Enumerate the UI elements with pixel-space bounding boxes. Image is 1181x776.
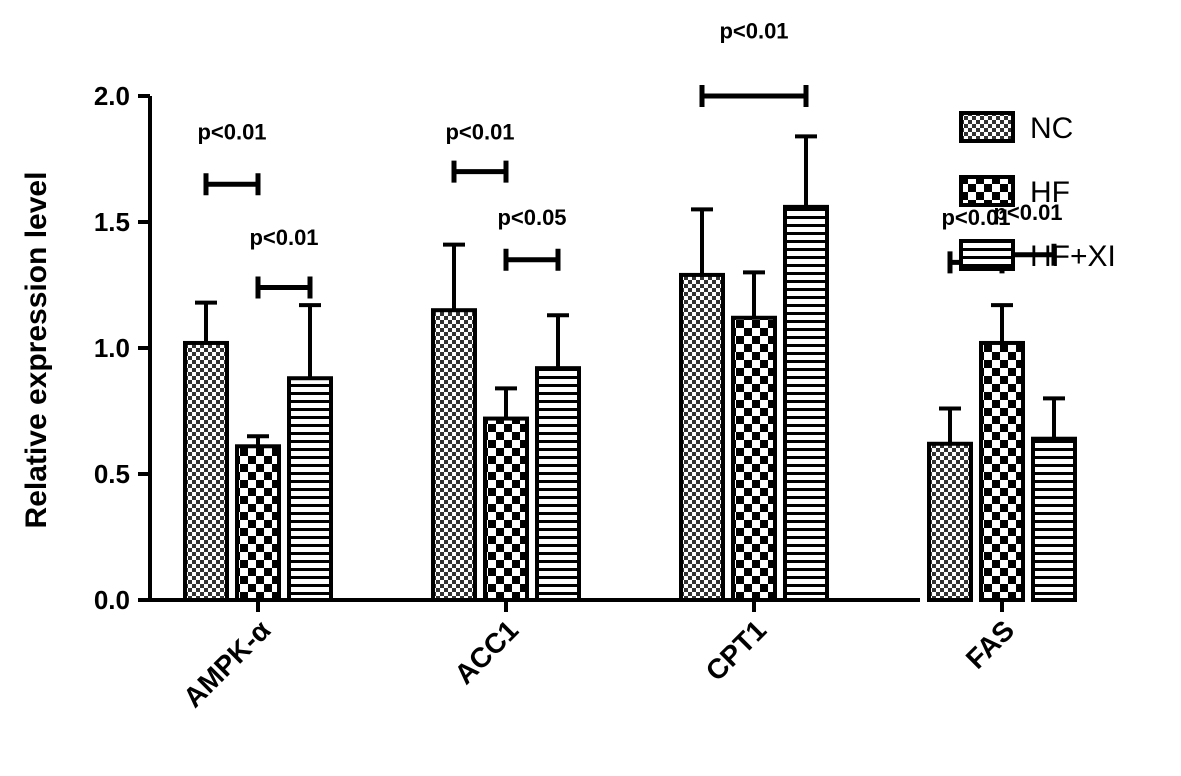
y-axis-ticks: 0.0 0.5 1.0 1.5 2.0 [94, 81, 150, 615]
significance-bracket [699, 85, 809, 107]
error-bar [247, 434, 269, 447]
y-tick-label: 0.0 [94, 585, 130, 615]
y-tick-label: 1.5 [94, 207, 130, 237]
y-tick-label: 1.0 [94, 333, 130, 363]
bar [235, 444, 281, 602]
bars [183, 204, 1077, 603]
legend-label: NC [1030, 112, 1073, 145]
error-bar [299, 303, 321, 379]
bar [731, 315, 777, 602]
error-bar [691, 207, 713, 275]
error-bar [795, 134, 817, 207]
y-tick-label: 0.5 [94, 459, 130, 489]
legend-label: HF+XI [1030, 240, 1116, 273]
x-tick-label: FAS [960, 614, 1020, 674]
bar [183, 340, 229, 602]
error-bar [743, 270, 765, 318]
bar [1031, 436, 1077, 602]
error-bar [495, 386, 517, 419]
x-tick-label: CPT1 [700, 614, 773, 687]
error-bar [939, 406, 961, 444]
legend-swatch [959, 111, 1015, 143]
error-bar [547, 313, 569, 369]
significance-bracket [203, 173, 261, 196]
x-tick-label: ACC1 [448, 614, 524, 690]
error-bars [195, 134, 1065, 447]
legend-swatch [959, 175, 1015, 207]
error-bar [443, 242, 465, 311]
significance-label: p<0.01 [719, 18, 788, 43]
legend-swatch [959, 239, 1015, 271]
significance-label: p<0.01 [249, 225, 318, 250]
bar [431, 308, 477, 602]
significance-label: p<0.01 [445, 119, 514, 144]
y-axis-label: Relative expression level [20, 172, 53, 529]
bar [679, 272, 725, 602]
error-bar [1043, 396, 1065, 439]
x-axis-ticks: AMPK-α ACC1 CPT1 FAS [177, 600, 1020, 713]
significance-label: p<0.05 [497, 205, 566, 230]
significance-label: p<0.01 [197, 119, 266, 144]
legend-label: HF [1030, 176, 1070, 209]
bar [927, 441, 973, 603]
error-bar [195, 300, 217, 343]
significance-bracket [451, 160, 509, 183]
significance-bracket [503, 248, 561, 271]
bar [535, 366, 581, 602]
y-tick-label: 2.0 [94, 81, 130, 111]
bar [287, 376, 333, 602]
significance-bracket [255, 276, 313, 299]
bar [483, 416, 529, 602]
significance-markers: p<0.01p<0.01p<0.01p<0.05p<0.01p<0.01p<0.… [197, 18, 1063, 299]
significance-label: p<0.01 [941, 205, 1010, 230]
error-bar [991, 303, 1013, 343]
x-tick-label: AMPK-α [177, 614, 276, 713]
bar [979, 340, 1025, 602]
legend: NC HF HF+XI [959, 111, 1116, 273]
bar [783, 204, 829, 602]
